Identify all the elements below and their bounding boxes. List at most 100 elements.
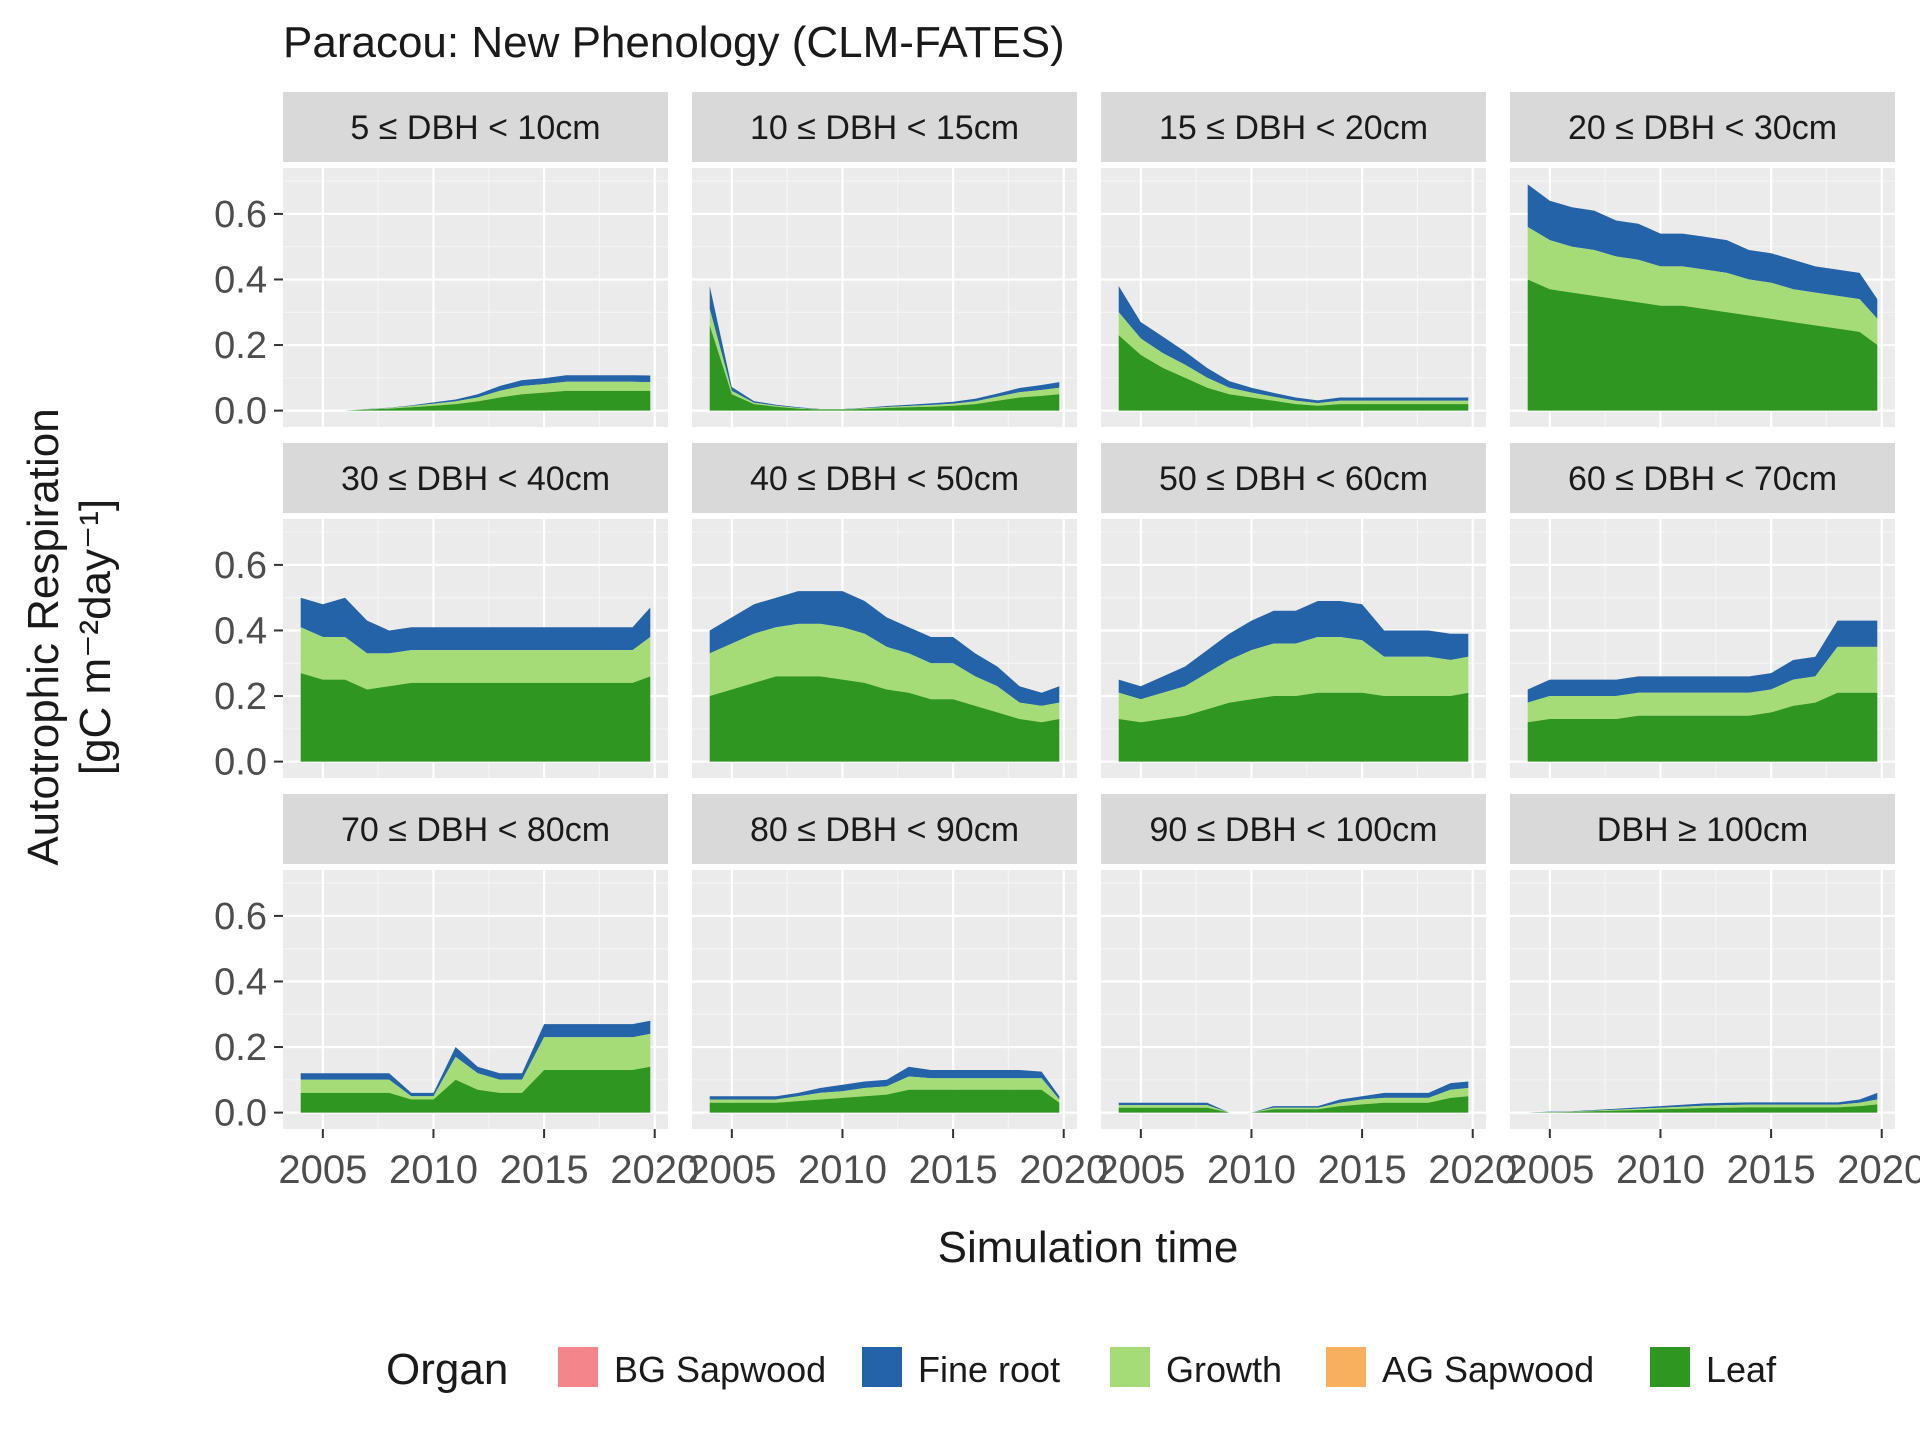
area-leaf xyxy=(300,1066,651,1113)
y-tick-label: 0.2 xyxy=(214,325,267,367)
legend-item: Leaf xyxy=(1650,1347,1777,1390)
legend-swatch xyxy=(1110,1347,1150,1387)
panel-background xyxy=(1101,870,1486,1129)
facet-strip-label: 15 ≤ DBH < 20cm xyxy=(1159,109,1428,147)
facet-strip xyxy=(283,92,668,162)
legend-item: Fine root xyxy=(862,1347,1060,1390)
facet-strip xyxy=(1101,794,1486,864)
area-fine-root xyxy=(300,375,651,411)
area-leaf xyxy=(709,676,1060,762)
x-tick-label: 2005 xyxy=(278,1148,367,1192)
legend-swatch xyxy=(558,1347,598,1387)
area-growth xyxy=(1527,646,1878,723)
facet-strip xyxy=(692,443,1077,513)
facet-panel: 5 ≤ DBH < 10cm xyxy=(283,92,668,427)
x-tick-label: 2005 xyxy=(1096,1148,1185,1192)
y-axis-label-unit: [gC m⁻²day⁻¹] xyxy=(71,499,120,775)
area-growth xyxy=(1118,1088,1469,1113)
x-axis-label: Simulation time xyxy=(938,1223,1239,1272)
facet-panel: DBH ≥ 100cm xyxy=(1510,794,1895,1129)
facet-strip xyxy=(283,443,668,513)
area-fine-root xyxy=(1527,1092,1878,1113)
y-tick-label: 0.2 xyxy=(214,676,267,718)
facet-strip-label: 80 ≤ DBH < 90cm xyxy=(750,811,1019,849)
legend-item: AG Sapwood xyxy=(1326,1347,1594,1390)
area-growth xyxy=(709,309,1060,410)
area-fine-root xyxy=(300,597,651,654)
legend: Organ BG Sapwood Fine root Growth AG Sapwoo… xyxy=(386,1345,1777,1394)
facet-panel: 90 ≤ DBH < 100cm xyxy=(1101,794,1486,1129)
facet-panel: 80 ≤ DBH < 90cm xyxy=(692,794,1077,1129)
area-fine-root xyxy=(1527,184,1878,319)
area-growth xyxy=(1118,637,1469,723)
legend-swatch xyxy=(1650,1347,1690,1387)
facet-strip xyxy=(283,794,668,864)
legend-item: Growth xyxy=(1110,1347,1282,1390)
area-leaf xyxy=(1118,692,1469,762)
x-tick-label: 2015 xyxy=(909,1148,998,1192)
area-leaf xyxy=(1118,1096,1469,1113)
facet-panel: 15 ≤ DBH < 20cm xyxy=(1101,92,1486,427)
facet-strip xyxy=(1101,92,1486,162)
y-tick-label: 0.4 xyxy=(214,961,267,1003)
area-growth xyxy=(709,623,1060,723)
facet-panel: 70 ≤ DBH < 80cm xyxy=(283,794,668,1129)
x-tick-label: 2015 xyxy=(1318,1148,1407,1192)
area-leaf xyxy=(300,390,651,411)
area-growth xyxy=(300,381,651,411)
legend-label: Growth xyxy=(1166,1349,1282,1390)
y-tick-label: 0.2 xyxy=(214,1027,267,1069)
facet-strip-label: 70 ≤ DBH < 80cm xyxy=(341,811,610,849)
y-tick-label: 0.6 xyxy=(214,896,267,938)
facet-strip xyxy=(692,92,1077,162)
area-growth xyxy=(1527,227,1878,345)
area-leaf xyxy=(300,673,651,762)
chart-title: Paracou: New Phenology (CLM-FATES) xyxy=(283,18,1065,67)
legend-label: Fine root xyxy=(918,1349,1060,1390)
x-tick-label: 2020 xyxy=(1428,1148,1517,1192)
area-leaf xyxy=(1527,279,1878,411)
facet-strip xyxy=(1510,92,1895,162)
x-tick-label: 2005 xyxy=(1505,1148,1594,1192)
x-tick-label: 2020 xyxy=(1837,1148,1920,1192)
x-tick-label: 2005 xyxy=(687,1148,776,1192)
y-axis-label: Autotrophic Respiration [gC m⁻²day⁻¹] xyxy=(19,408,120,865)
facet-strip-label: 20 ≤ DBH < 30cm xyxy=(1568,109,1837,147)
y-axis: 0.0 0.2 0.4 0.6 0.0 0.2 0.4 0.6 0.0 0.2 0.4 0.6 xyxy=(214,194,283,1135)
y-tick-label: 0.0 xyxy=(214,1093,267,1135)
area-fine-root xyxy=(1118,601,1469,700)
y-axis-label-line1: Autotrophic Respiration xyxy=(19,408,68,865)
y-tick-label: 0.6 xyxy=(214,194,267,236)
x-tick-label: 2010 xyxy=(798,1148,887,1192)
facet-strip-label: DBH ≥ 100cm xyxy=(1597,811,1808,849)
area-leaf xyxy=(709,1089,1060,1113)
area-fine-root xyxy=(1118,286,1469,404)
y-tick-label: 0.4 xyxy=(214,610,267,652)
facet-panel: 60 ≤ DBH < 70cm xyxy=(1510,443,1895,778)
panel-background xyxy=(1510,870,1895,1129)
facet-strip-label: 50 ≤ DBH < 60cm xyxy=(1159,460,1428,498)
legend-swatch xyxy=(1326,1347,1366,1387)
area-fine-root xyxy=(1118,1081,1469,1113)
facet-strip xyxy=(1510,794,1895,864)
area-growth xyxy=(300,1033,651,1100)
facet-strip-label: 30 ≤ DBH < 40cm xyxy=(341,460,610,498)
facet-panels: 5 ≤ DBH < 10cm 10 ≤ DBH < 15cm 15 ≤ DBH < … xyxy=(283,92,1895,1129)
legend-label: Leaf xyxy=(1706,1349,1777,1390)
facet-strip xyxy=(1101,443,1486,513)
y-tick-label: 0.6 xyxy=(214,545,267,587)
area-fine-root xyxy=(709,286,1060,410)
facet-strip-label: 60 ≤ DBH < 70cm xyxy=(1568,460,1837,498)
area-leaf xyxy=(1118,335,1469,411)
legend-swatch xyxy=(862,1347,902,1387)
area-leaf xyxy=(1527,692,1878,762)
y-tick-label: 0.0 xyxy=(214,391,267,433)
area-growth xyxy=(1118,312,1469,406)
area-fine-root xyxy=(300,1020,651,1097)
facet-strip-label: 5 ≤ DBH < 10cm xyxy=(350,109,600,147)
facet-panel: 20 ≤ DBH < 30cm xyxy=(1510,92,1895,427)
area-growth xyxy=(1527,1099,1878,1113)
area-fine-root xyxy=(1527,620,1878,703)
